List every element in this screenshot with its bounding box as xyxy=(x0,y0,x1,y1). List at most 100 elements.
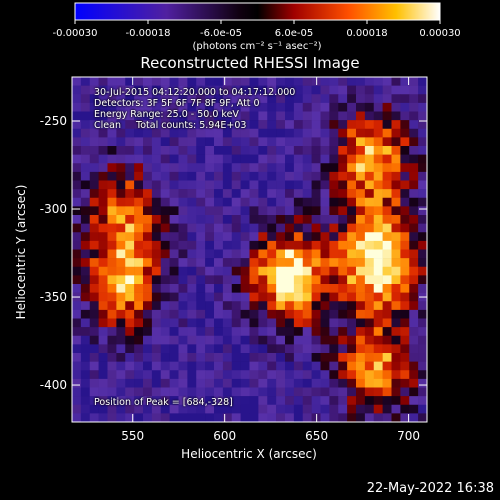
heatmap-cell xyxy=(196,327,206,337)
heatmap-cell xyxy=(214,396,224,406)
heatmap-cell xyxy=(160,378,170,388)
heatmap-cell xyxy=(311,327,321,337)
heatmap-cell xyxy=(249,102,259,112)
heatmap-cell xyxy=(311,120,321,130)
heatmap-cell xyxy=(302,128,312,138)
heatmap-cell xyxy=(240,94,250,104)
heatmap-cell xyxy=(293,232,304,242)
heatmap-cell xyxy=(276,266,286,276)
heatmap-cell xyxy=(89,292,99,302)
heatmap-cell xyxy=(249,94,259,104)
heatmap-cell xyxy=(116,335,126,345)
heatmap-cell xyxy=(187,249,197,259)
heatmap-cell xyxy=(169,335,179,345)
heatmap-cell xyxy=(72,258,82,268)
heatmap-cell xyxy=(329,189,339,199)
heatmap-cell xyxy=(151,137,162,147)
heatmap-cell xyxy=(249,266,259,276)
heatmap-cell xyxy=(418,387,428,397)
heatmap-cell xyxy=(80,154,91,164)
heatmap-cell xyxy=(178,266,188,276)
heatmap-cell xyxy=(418,258,428,268)
heatmap-cell xyxy=(125,249,135,259)
heatmap-cell xyxy=(400,197,410,207)
heatmap-cell xyxy=(329,327,339,337)
heatmap-cell xyxy=(285,215,295,224)
heatmap-cell xyxy=(178,309,188,319)
heatmap-cell xyxy=(98,378,108,388)
heatmap-cell xyxy=(80,387,91,397)
heatmap-cell xyxy=(285,223,295,233)
heatmap-cell xyxy=(231,111,241,121)
heatmap-cell xyxy=(160,102,170,112)
heatmap-cell xyxy=(98,215,108,224)
heatmap-cell xyxy=(373,327,383,337)
heatmap-cell xyxy=(151,318,162,328)
heatmap-cell xyxy=(231,353,241,362)
heatmap-cell xyxy=(276,77,286,86)
heatmap-cell xyxy=(151,284,162,293)
heatmap-cell xyxy=(89,180,99,190)
heatmap-cell xyxy=(72,370,82,380)
heatmap-cell xyxy=(373,120,383,130)
heatmap-cell xyxy=(72,163,82,173)
heatmap-cell xyxy=(214,378,224,388)
heatmap-cell xyxy=(391,258,401,268)
heatmap-cell xyxy=(222,232,233,242)
heatmap-cell xyxy=(143,111,153,121)
y-axis-label: Heliocentric Y (arcsec) xyxy=(14,185,28,320)
heatmap-cell xyxy=(302,189,312,199)
heatmap-cell xyxy=(267,301,277,311)
heatmap-cell xyxy=(214,361,224,371)
heatmap-cell xyxy=(373,206,383,216)
heatmap-cell xyxy=(418,396,428,406)
heatmap-cell xyxy=(285,189,295,199)
heatmap-cell xyxy=(240,353,250,362)
heatmap-cell xyxy=(107,85,117,95)
heatmap-cell xyxy=(293,387,304,397)
heatmap-cell xyxy=(107,335,117,345)
heatmap-cell xyxy=(293,370,304,380)
heatmap-cell xyxy=(258,128,268,138)
heatmap-cell xyxy=(364,111,375,121)
heatmap-cell xyxy=(418,137,428,147)
heatmap-cell xyxy=(116,284,126,293)
heatmap-cell xyxy=(320,292,330,302)
heatmap-cell xyxy=(320,361,330,371)
heatmap-cell xyxy=(222,215,233,224)
heatmap-cell xyxy=(240,232,250,242)
heatmap-cell xyxy=(338,284,348,293)
heatmap-cell xyxy=(311,240,321,250)
heatmap-cell xyxy=(169,353,179,362)
heatmap-cell xyxy=(143,275,153,285)
heatmap-cell xyxy=(364,146,375,155)
heatmap-cell xyxy=(214,301,224,311)
heatmap-cell xyxy=(151,335,162,345)
heatmap-cell xyxy=(80,370,91,380)
heatmap-cell xyxy=(240,180,250,190)
heatmap-cell xyxy=(151,146,162,155)
heatmap-cell xyxy=(409,197,419,207)
heatmap-cell xyxy=(382,77,392,86)
heatmap-cell xyxy=(80,189,91,199)
heatmap-cell xyxy=(134,171,144,181)
heatmap-cell xyxy=(347,223,357,233)
heatmap-cell xyxy=(107,146,117,155)
heatmap-cell xyxy=(356,275,366,285)
heatmap-cell xyxy=(249,361,259,371)
heatmap-cell xyxy=(400,120,410,130)
heatmap-cell xyxy=(285,361,295,371)
heatmap-cell xyxy=(329,215,339,224)
heatmap-cell xyxy=(231,77,241,86)
heatmap-cell xyxy=(347,197,357,207)
heatmap-cell xyxy=(311,137,321,147)
heatmap-cell xyxy=(125,206,135,216)
heatmap-cell xyxy=(214,318,224,328)
heatmap-cell xyxy=(418,327,428,337)
heatmap-cell xyxy=(338,128,348,138)
heatmap-cell xyxy=(80,120,91,130)
heatmap-cell xyxy=(382,128,392,138)
heatmap-cell xyxy=(178,85,188,95)
heatmap-cell xyxy=(329,111,339,121)
heatmap-cell xyxy=(373,180,383,190)
